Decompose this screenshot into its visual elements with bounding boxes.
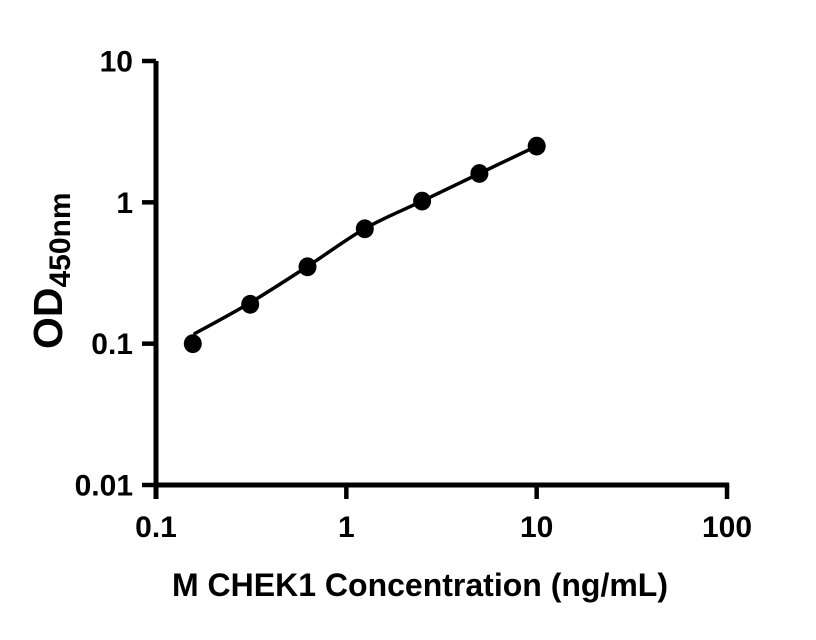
y-tick-label: 10 <box>100 46 133 79</box>
data-point-marker <box>183 334 202 354</box>
y-axis-title: OD450nm <box>25 192 77 349</box>
data-point-marker <box>470 164 489 183</box>
data-point-marker <box>355 219 374 239</box>
x-tick-label: 0.1 <box>135 511 177 544</box>
data-point-marker <box>298 257 317 277</box>
y-tick-label: 0.1 <box>91 328 133 361</box>
data-point-marker <box>527 136 546 156</box>
y-axis-title-main: OD <box>25 288 71 350</box>
data-point-marker <box>413 191 432 211</box>
y-tick-label: 0.01 <box>75 470 133 503</box>
x-tick-label: 10 <box>520 511 553 544</box>
x-axis-title: M CHEK1 Concentration (ng/mL) <box>172 567 668 603</box>
y-tick-label: 1 <box>116 187 133 220</box>
x-tick-label: 1 <box>338 511 355 544</box>
data-point-marker <box>241 294 260 314</box>
x-tick-label: 100 <box>702 511 752 544</box>
y-axis-title-subscript: 450nm <box>44 192 77 287</box>
